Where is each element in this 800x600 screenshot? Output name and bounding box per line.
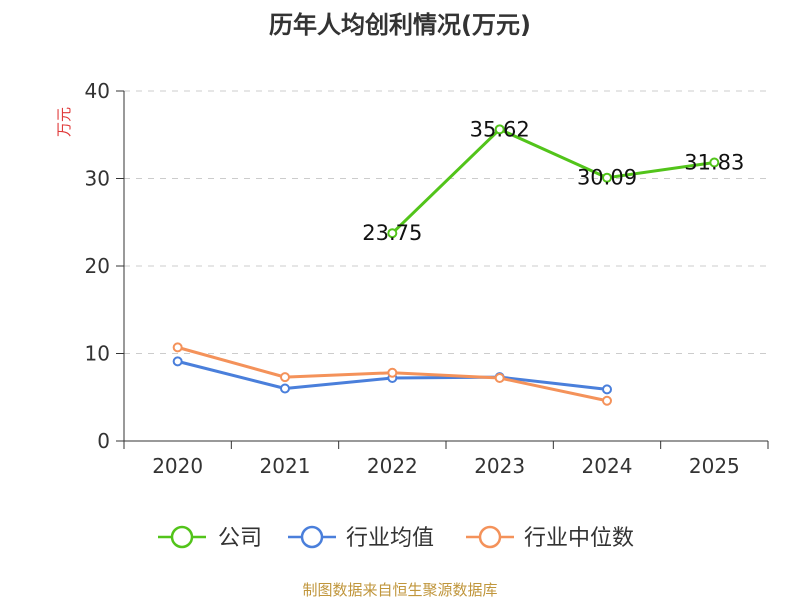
- legend-marker-icon: [170, 525, 194, 549]
- data-label: 30.09: [577, 166, 637, 190]
- data-point: [709, 157, 720, 168]
- data-point: [494, 373, 505, 383]
- x-tick-label: 2023: [474, 454, 525, 478]
- data-label: 31.83: [684, 150, 744, 174]
- legend-item-1[interactable]: 行业均值: [288, 525, 434, 551]
- y-tick-label: 30: [85, 167, 110, 191]
- y-tick-label: 40: [85, 79, 110, 103]
- data-point: [494, 124, 505, 135]
- x-tick-label: 2025: [689, 454, 740, 478]
- y-tick-label: 0: [97, 429, 110, 453]
- y-axis-label: 万元: [55, 107, 73, 137]
- data-point: [387, 228, 398, 239]
- data-point: [280, 383, 290, 394]
- legend-label: 行业均值: [346, 526, 434, 551]
- x-tick-label: 2024: [582, 454, 633, 478]
- data-label: 23.75: [362, 221, 422, 245]
- y-tick-label: 20: [85, 254, 110, 278]
- y-tick-label: 10: [85, 342, 110, 366]
- legend[interactable]: 公司 行业均值 行业中位数: [158, 525, 634, 551]
- axes: 0 10 20 30 40 2020 2021 2022 2023 2024 2025: [85, 79, 769, 478]
- data-point: [172, 356, 183, 367]
- chart-title: 历年人均创利情况(万元): [269, 11, 531, 39]
- series-layer: 23.75 35.62 30.09 31.83: [172, 117, 744, 406]
- legend-item-2[interactable]: 行业中位数: [466, 525, 634, 551]
- data-point: [602, 395, 612, 406]
- legend-marker-icon: [478, 525, 502, 549]
- data-point: [602, 172, 612, 183]
- series-line: [391, 127, 715, 235]
- data-point: [387, 367, 398, 378]
- legend-label: 公司: [218, 526, 262, 551]
- legend-item-0[interactable]: 公司: [158, 525, 262, 551]
- x-tick-label: 2022: [367, 454, 418, 478]
- series-2: [172, 342, 612, 406]
- data-label: 35.62: [470, 117, 530, 141]
- legend-label: 行业中位数: [524, 526, 634, 551]
- series-0: 23.75 35.62 30.09 31.83: [362, 117, 744, 245]
- data-point: [280, 372, 290, 383]
- data-point: [602, 384, 612, 395]
- x-tick-label: 2020: [152, 454, 203, 478]
- legend-marker-icon: [300, 525, 324, 549]
- data-point: [172, 342, 183, 353]
- x-tick-label: 2021: [260, 454, 311, 478]
- gridlines: [124, 90, 768, 354]
- source-note: 制图数据来自恒生聚源数据库: [302, 581, 497, 599]
